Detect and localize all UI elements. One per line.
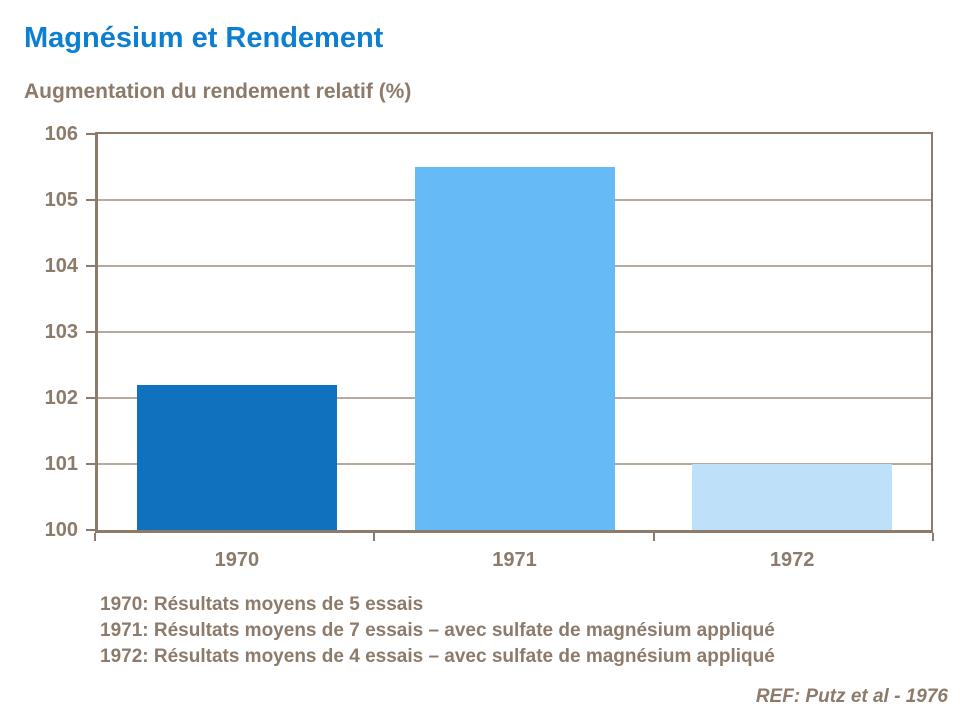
x-axis-label-1971: 1971: [492, 549, 537, 571]
y-axis-label-103: 103: [44, 321, 78, 343]
y-tick-102: [86, 397, 95, 399]
y-axis-label-106: 106: [44, 123, 78, 145]
x-axis-label-1972: 1972: [769, 549, 815, 571]
bar-1971: [414, 167, 615, 530]
y-tick-103: [86, 331, 95, 333]
footnote-line-2: 1971: Résultats moyens de 7 essais – ave…: [100, 620, 775, 641]
y-axis-label-104: 104: [44, 255, 78, 277]
y-tick-101: [86, 463, 95, 465]
bar-1970: [136, 384, 337, 530]
bar-1972: [692, 464, 893, 530]
page-title: Magnésium et Rendement: [24, 22, 384, 54]
footnote-line-1: 1970: Résultats moyens de 5 essais: [100, 594, 424, 615]
x-tick-3: [932, 533, 934, 541]
y-axis-label-105: 105: [44, 189, 78, 211]
x-tick-0: [94, 533, 96, 541]
y-axis-title: Augmentation du rendement relatif (%): [24, 80, 412, 103]
footnotes: 1970: Résultats moyens de 5 essais 1971: …: [100, 592, 775, 670]
y-axis-label-100: 100: [44, 519, 78, 541]
y-axis-label-101: 101: [44, 453, 78, 475]
reference-text: REF: Putz et al - 1976: [755, 686, 948, 707]
y-axis-label-102: 102: [44, 387, 78, 409]
y-tick-106: [86, 133, 95, 135]
x-axis-label-1970: 1970: [214, 549, 260, 571]
plot-area: [95, 132, 933, 533]
x-tick-1: [373, 533, 376, 541]
x-tick-2: [652, 533, 655, 541]
y-tick-105: [86, 199, 95, 201]
y-tick-104: [86, 265, 95, 267]
footnote-line-3: 1972: Résultats moyens de 4 essais – ave…: [100, 646, 775, 667]
y-tick-100: [86, 529, 95, 531]
